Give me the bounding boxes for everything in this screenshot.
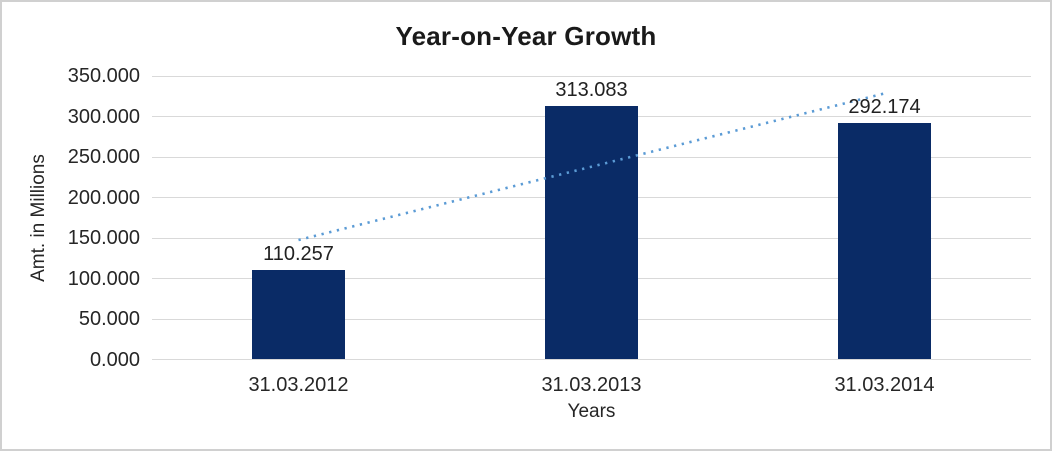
- y-tick-label: 200.000: [67, 186, 140, 209]
- y-tick-label: 350.000: [67, 65, 140, 87]
- chart-title: Year-on-Year Growth: [395, 21, 657, 51]
- x-category-label: 31.03.2013: [541, 373, 642, 396]
- y-tick-label: 50.000: [78, 308, 140, 330]
- y-tick-label: 100.000: [67, 267, 140, 290]
- bar-value-label: 292.174: [848, 95, 921, 118]
- y-tick-label: 0.000: [89, 348, 140, 371]
- x-category-label: 31.03.2014: [834, 373, 935, 396]
- y-tick-label: 150.000: [67, 227, 140, 249]
- trendline: [298, 92, 885, 242]
- gridline: [152, 75, 1031, 77]
- bar-31.03.2013: [545, 105, 638, 360]
- gridline: [152, 359, 1031, 360]
- bar-value-label: 313.083: [555, 78, 628, 101]
- bar-31.03.2012: [252, 270, 345, 360]
- bar-31.03.2014: [838, 122, 931, 360]
- bar-value-label: 110.257: [263, 243, 334, 266]
- y-tick-label: 300.000: [67, 105, 140, 128]
- x-category-label: 31.03.2012: [248, 373, 349, 396]
- y-tick-label: 250.000: [67, 146, 140, 168]
- y-axis-title: Amt. in Millions: [28, 154, 49, 282]
- x-axis-title: Years: [567, 401, 616, 422]
